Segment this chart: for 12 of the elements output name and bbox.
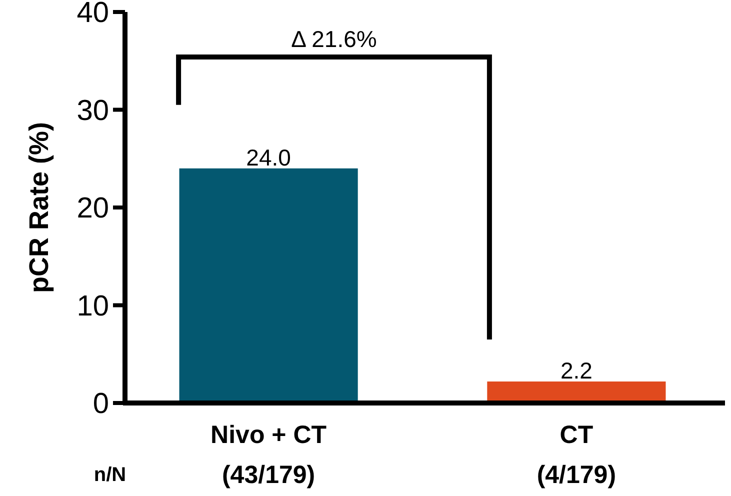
data-label: 2.2 xyxy=(560,357,592,384)
y-tick-label: 0 xyxy=(92,388,109,420)
data-label: 24.0 xyxy=(246,144,291,170)
x-tick-label: Nivo + CT (43/179) xyxy=(210,421,327,489)
annotation: Δ 21.6% xyxy=(291,26,377,52)
y-axis-title: pCR Rate (%) xyxy=(24,122,54,294)
y-tick-label: 40 xyxy=(76,0,109,29)
y-tick-label: 30 xyxy=(76,94,109,127)
text: n/N xyxy=(94,464,126,486)
y-tick-label: 20 xyxy=(76,192,109,224)
x-tick-label: CT (4/179) xyxy=(536,421,616,489)
y-tick-label: 10 xyxy=(76,290,109,322)
